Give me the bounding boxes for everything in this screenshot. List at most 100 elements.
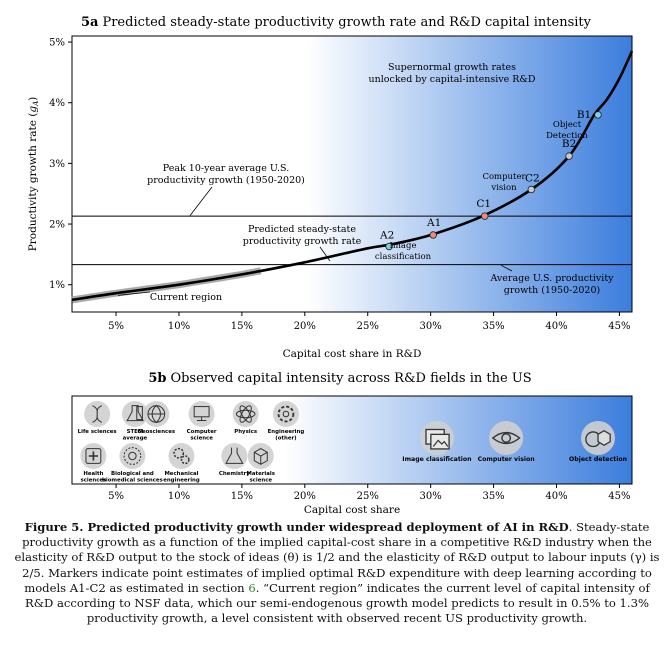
- annotation-image-classification: classification: [375, 252, 432, 262]
- annotation-predicted: productivity growth rate: [243, 236, 362, 247]
- y-tick-label: 4%: [49, 98, 65, 109]
- cube-icon: [247, 443, 274, 469]
- field-label: engineering: [163, 478, 200, 484]
- y-tick-label: 1%: [49, 280, 65, 291]
- dna-icon: [84, 401, 111, 427]
- annotation-computer-vision: vision: [490, 183, 517, 193]
- panel-a-xlabel: Capital cost share in R&D: [283, 348, 422, 360]
- icon-path: [123, 447, 142, 465]
- icon-path: [196, 416, 207, 421]
- caption-text: . Steady-state productivity growth as a …: [14, 520, 660, 595]
- field-label: Physics: [234, 429, 257, 435]
- panel-a-plot: 5% 10% 15% 20% 25% 30% 35% 40% 45% 1% 2% 3% 4% 5% A2 A1…: [49, 38, 634, 332]
- x-tick-label: 20%: [294, 491, 316, 502]
- field-label: Computer: [187, 429, 217, 435]
- gear-icon: [272, 401, 299, 427]
- shapes-icon: [581, 421, 616, 455]
- x-tick-label: 5%: [108, 321, 124, 332]
- annotation-supernormal: Supernormal growth rates: [388, 62, 516, 73]
- x-tick-label: 25%: [357, 491, 379, 502]
- panel-a-title-text: Predicted steady-state productivity grow…: [102, 15, 591, 30]
- field-label: Biological and: [111, 471, 154, 477]
- icon-path: [432, 439, 449, 447]
- y-tick-label: 5%: [49, 38, 65, 49]
- x-tick-label: 35%: [482, 491, 504, 502]
- annotation-object-detection: Object: [553, 120, 582, 130]
- annotation-avg-growth: Average U.S. productivity: [489, 273, 614, 284]
- icon-path: [282, 410, 290, 418]
- icon-bg: [119, 443, 146, 469]
- annotation-pointer: [189, 186, 213, 216]
- field-label: Health: [83, 471, 103, 477]
- caption-text-2: . “Current region” indicates the current…: [24, 580, 650, 626]
- icon-path: [253, 447, 268, 465]
- marker-a2: [385, 242, 393, 251]
- annotation-predicted: Predicted steady-state: [248, 224, 356, 235]
- panel-b-title-text: Observed capital intensity across R&D fi…: [170, 371, 531, 386]
- panel-a-label: 5a: [81, 15, 99, 30]
- x-tick-label: 15%: [231, 321, 253, 332]
- field-label: STEM: [127, 429, 144, 435]
- annotation-object-detection: Detection: [546, 131, 588, 141]
- computer-icon: [188, 401, 215, 427]
- annotation-computer-vision: Computer: [482, 172, 526, 182]
- icon-path: [239, 405, 252, 423]
- figure-canvas: 5a Predicted steady-state productivity gr…: [27, 15, 634, 516]
- icon-bg: [188, 401, 215, 427]
- x-tick-label: 20%: [294, 321, 316, 332]
- flask-icon: [121, 401, 148, 427]
- annotation-pointer: [500, 264, 513, 272]
- icon-path: [92, 405, 103, 423]
- marker-c1: [481, 212, 489, 220]
- gears-icon: [168, 443, 195, 469]
- icon-path: [239, 405, 252, 423]
- x-tick-label: 15%: [231, 491, 253, 502]
- marker-label-b1: B1: [577, 109, 591, 121]
- marker-label-c1: C1: [476, 198, 491, 210]
- annotation-pointer: [117, 291, 151, 296]
- icon-bg: [489, 421, 524, 455]
- annotation-current-region: Current region: [150, 292, 222, 303]
- icon-bg: [232, 401, 259, 427]
- field-label: biomedical sciences: [102, 478, 163, 484]
- x-tick-label: 45%: [608, 491, 630, 502]
- field-label: Materials: [247, 471, 275, 477]
- x-tick-label: 10%: [168, 321, 190, 332]
- icon-path: [136, 406, 143, 421]
- field-label: Life sciences: [78, 429, 117, 435]
- beaker-icon: [221, 443, 248, 469]
- atom-icon: [232, 401, 259, 427]
- icon-path: [491, 431, 521, 445]
- panel-b-xlabel: Capital cost share: [304, 504, 400, 516]
- globe-icon: [143, 401, 170, 427]
- field-label: Chemistry: [219, 471, 250, 477]
- icon-path: [597, 429, 611, 447]
- icon-path: [277, 405, 295, 423]
- annotation-pointer: [319, 246, 331, 262]
- section-link[interactable]: 6: [248, 580, 256, 595]
- icon-path: [128, 451, 137, 461]
- marker-label-b2: B2: [562, 138, 576, 150]
- marker-label-a2: A2: [379, 229, 394, 241]
- field-label: Engineering: [268, 429, 305, 435]
- field-label: Object detection: [569, 456, 627, 463]
- field-label: science: [249, 478, 272, 484]
- icon-bg: [221, 443, 248, 469]
- icon-path: [225, 447, 244, 464]
- x-tick-label: 30%: [420, 321, 442, 332]
- x-tick-label: 35%: [482, 321, 504, 332]
- panel-a-ylabel: Productivity growth rate (gA): [27, 97, 40, 252]
- icon-path: [85, 448, 102, 464]
- panel-b-title: 5b Observed capital intensity across R&D …: [148, 371, 531, 386]
- field-label: Geosciences: [138, 429, 176, 435]
- marker-b1: [594, 111, 602, 119]
- annotation-peak-growth: Peak 10-year average U.S.: [163, 163, 289, 174]
- cell-icon: [119, 443, 146, 469]
- icon-path: [180, 455, 190, 465]
- figure-caption: Figure 5. Predicted productivity growth …: [14, 520, 660, 626]
- panel-b-label: 5b: [148, 371, 166, 386]
- x-tick-label: 10%: [168, 491, 190, 502]
- field-label: sciences: [80, 478, 106, 484]
- marker-b2: [565, 152, 573, 160]
- images-icon: [419, 421, 454, 455]
